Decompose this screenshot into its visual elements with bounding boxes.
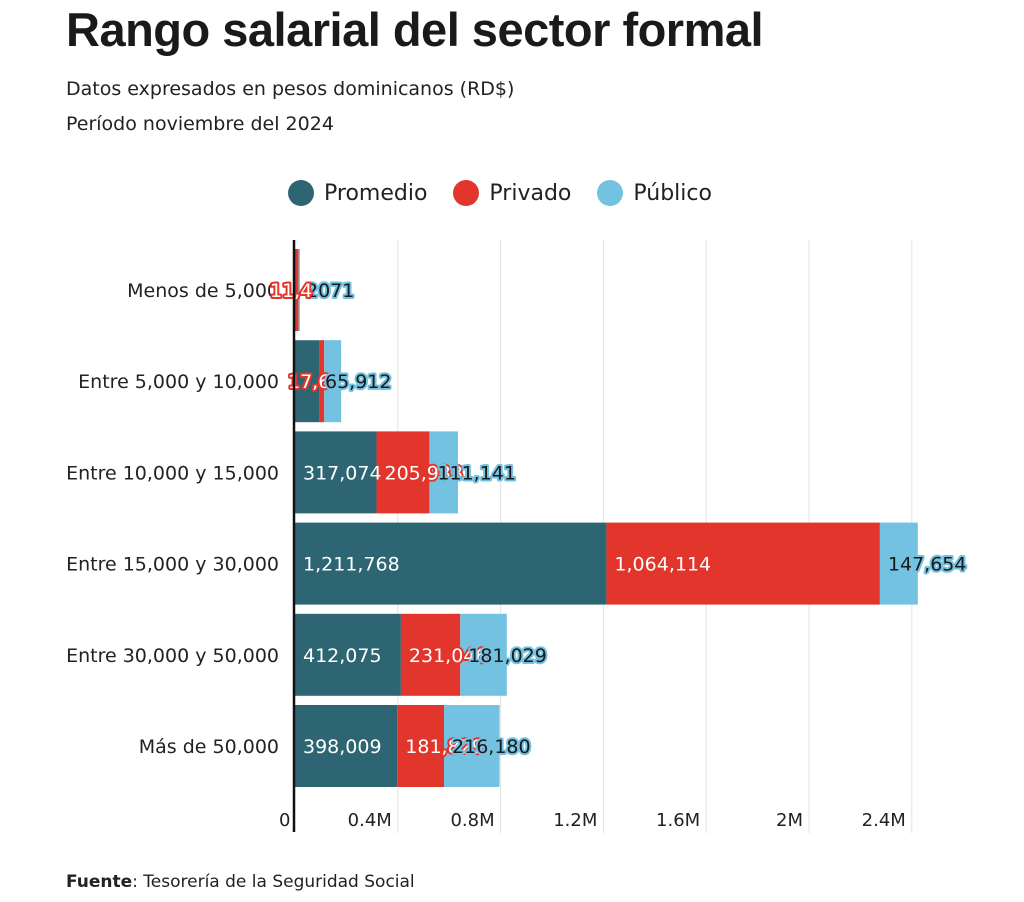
bar-publico: [444, 705, 500, 787]
bar-publico: [298, 249, 300, 331]
data-label-publico: 216,180: [452, 736, 531, 758]
legend-swatch-privado: [453, 180, 480, 206]
chart-title: Rango salarial del sector formal: [66, 3, 764, 56]
x-tick-label: 0: [279, 810, 290, 831]
x-tick-label: 0.4M: [348, 810, 392, 831]
bar-promedio: [295, 705, 398, 787]
data-label-privado: 11,4: [270, 280, 312, 302]
data-label-promedio: 1,211,768: [303, 554, 400, 576]
bar-privado: [376, 431, 430, 514]
data-label-publico: 65,912: [325, 371, 391, 393]
chart-legend: Promedio Privado Público: [288, 180, 712, 206]
bar-publico: [460, 613, 507, 696]
bar-promedio: [295, 613, 401, 696]
data-label-promedio: 2071: [306, 280, 354, 302]
data-label-privado: 1,064,114: [614, 554, 711, 576]
bar-publico: [429, 431, 458, 514]
legend-swatch-promedio: [288, 180, 314, 206]
x-tick-label: 2.4M: [862, 810, 906, 831]
data-label-publico: 111,141: [437, 462, 516, 484]
bar-publico: [324, 340, 342, 423]
y-category-label: Entre 10,000 y 15,000: [66, 462, 279, 484]
source-note: Fuente: Tesorería de la Seguridad Social: [66, 872, 415, 892]
source-label: Fuente: [66, 872, 133, 892]
data-label-promedio: 398,009: [303, 736, 382, 758]
data-label-privado: 181,829: [405, 736, 484, 758]
legend-swatch-publico: [597, 180, 624, 206]
source-text: : Tesorería de la Seguridad Social: [132, 872, 415, 892]
x-tick-label: 2M: [776, 810, 803, 831]
x-tick-label: 1.2M: [553, 810, 597, 831]
bar-promedio: [295, 431, 377, 514]
y-category-label: Entre 5,000 y 10,000: [78, 371, 279, 393]
bar-promedio: [295, 340, 320, 423]
x-tick-label: 0.8M: [450, 810, 494, 831]
bar-promedio: [295, 522, 607, 605]
y-category-label: Más de 50,000: [139, 736, 279, 758]
y-category-label: Entre 15,000 y 30,000: [66, 554, 279, 576]
data-label-publico: 181,029: [468, 645, 547, 667]
x-tick-label: 1.6M: [656, 810, 700, 831]
y-category-label: Menos de 5,000: [127, 280, 279, 302]
bar-privado: [606, 522, 880, 605]
data-label-promedio: 412,075: [303, 645, 382, 667]
legend-label-publico: Público: [633, 180, 712, 206]
data-label-privado: 205,933: [384, 462, 463, 484]
chart-subtitle-currency: Datos expresados en pesos dominicanos (R…: [66, 78, 515, 100]
y-category-label: Entre 30,000 y 50,000: [66, 645, 279, 667]
legend-item-promedio: Promedio: [288, 180, 427, 206]
legend-item-publico: Público: [597, 180, 712, 206]
chart-subtitle-period: Período noviembre del 2024: [66, 113, 334, 135]
bar-privado: [295, 249, 299, 331]
bar-chart: 0 0.4M 0.8M 1.2M 1.6M 2M 2.4M Menos de 5,000 207…: [66, 240, 968, 833]
legend-label-promedio: Promedio: [324, 180, 428, 206]
data-label-promedio: 317,074: [303, 462, 382, 484]
legend-label-privado: Privado: [489, 180, 572, 206]
data-label-publico: 147,654: [888, 554, 967, 576]
bar-publico: [879, 522, 918, 605]
legend-item-privado: Privado: [453, 180, 571, 206]
bar-privado: [319, 340, 325, 423]
bar-privado: [400, 613, 461, 696]
data-label-privado: 231,046: [409, 645, 488, 667]
bar-privado: [397, 705, 445, 787]
